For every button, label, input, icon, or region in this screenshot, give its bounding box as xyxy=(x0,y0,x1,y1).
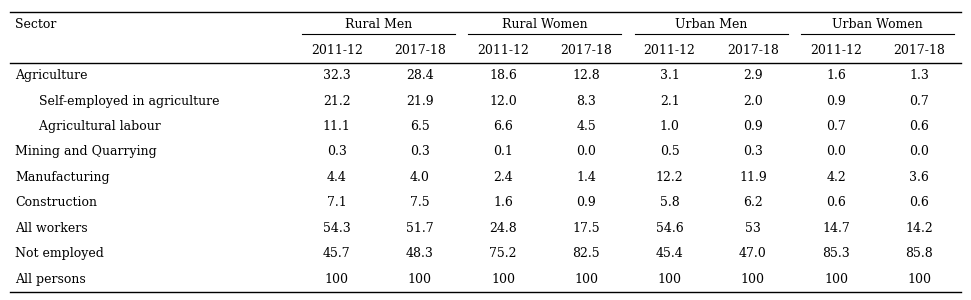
Text: 2017-18: 2017-18 xyxy=(394,44,446,57)
Text: 8.3: 8.3 xyxy=(577,94,596,108)
Text: 3.6: 3.6 xyxy=(910,171,929,184)
Text: 11.9: 11.9 xyxy=(739,171,767,184)
Text: 0.1: 0.1 xyxy=(493,146,513,158)
Text: Self-employed in agriculture: Self-employed in agriculture xyxy=(15,94,219,108)
Text: 45.7: 45.7 xyxy=(322,247,351,260)
Text: Not employed: Not employed xyxy=(15,247,104,260)
Text: 7.5: 7.5 xyxy=(410,196,430,209)
Text: 100: 100 xyxy=(408,273,432,286)
Text: Construction: Construction xyxy=(15,196,97,209)
Text: Manufacturing: Manufacturing xyxy=(15,171,110,184)
Text: 100: 100 xyxy=(741,273,765,286)
Text: 0.3: 0.3 xyxy=(410,146,430,158)
Text: 45.4: 45.4 xyxy=(655,247,684,260)
Text: 14.2: 14.2 xyxy=(906,222,933,235)
Text: Mining and Quarrying: Mining and Quarrying xyxy=(15,146,156,158)
Text: 0.0: 0.0 xyxy=(910,146,929,158)
Text: Rural Women: Rural Women xyxy=(502,18,587,31)
Text: 100: 100 xyxy=(575,273,598,286)
Text: 0.6: 0.6 xyxy=(910,120,929,133)
Text: 2.4: 2.4 xyxy=(493,171,513,184)
Text: 24.8: 24.8 xyxy=(489,222,517,235)
Text: 0.9: 0.9 xyxy=(826,94,846,108)
Text: 17.5: 17.5 xyxy=(573,222,600,235)
Text: 18.6: 18.6 xyxy=(489,69,518,82)
Text: 0.7: 0.7 xyxy=(910,94,929,108)
Text: 12.2: 12.2 xyxy=(655,171,684,184)
Text: 28.4: 28.4 xyxy=(406,69,434,82)
Text: 2011-12: 2011-12 xyxy=(644,44,695,57)
Text: 32.3: 32.3 xyxy=(322,69,351,82)
Text: 2011-12: 2011-12 xyxy=(311,44,362,57)
Text: 2017-18: 2017-18 xyxy=(727,44,779,57)
Text: 4.2: 4.2 xyxy=(826,171,846,184)
Text: 0.3: 0.3 xyxy=(326,146,347,158)
Text: 53: 53 xyxy=(745,222,761,235)
Text: All workers: All workers xyxy=(15,222,87,235)
Text: Urban Men: Urban Men xyxy=(675,18,748,31)
Text: 2017-18: 2017-18 xyxy=(560,44,613,57)
Text: 100: 100 xyxy=(324,273,349,286)
Text: 85.8: 85.8 xyxy=(906,247,933,260)
Text: 2011-12: 2011-12 xyxy=(810,44,862,57)
Text: 7.1: 7.1 xyxy=(327,196,347,209)
Text: 0.3: 0.3 xyxy=(743,146,763,158)
Text: 6.2: 6.2 xyxy=(743,196,763,209)
Text: 100: 100 xyxy=(657,273,682,286)
Text: 4.4: 4.4 xyxy=(326,171,347,184)
Text: Sector: Sector xyxy=(15,18,56,31)
Text: 1.6: 1.6 xyxy=(826,69,846,82)
Text: 100: 100 xyxy=(824,273,848,286)
Text: Agricultural labour: Agricultural labour xyxy=(15,120,161,133)
Text: 2.0: 2.0 xyxy=(743,94,763,108)
Text: All persons: All persons xyxy=(15,273,85,286)
Text: 100: 100 xyxy=(907,273,931,286)
Text: 51.7: 51.7 xyxy=(406,222,434,235)
Text: 2.1: 2.1 xyxy=(659,94,680,108)
Text: 75.2: 75.2 xyxy=(489,247,517,260)
Text: 2.9: 2.9 xyxy=(743,69,762,82)
Text: 0.9: 0.9 xyxy=(743,120,763,133)
Text: 0.6: 0.6 xyxy=(910,196,929,209)
Text: 0.5: 0.5 xyxy=(659,146,680,158)
Text: Urban Women: Urban Women xyxy=(832,18,923,31)
Text: 47.0: 47.0 xyxy=(739,247,767,260)
Text: 5.8: 5.8 xyxy=(659,196,680,209)
Text: 54.6: 54.6 xyxy=(655,222,684,235)
Text: 85.3: 85.3 xyxy=(822,247,850,260)
Text: 82.5: 82.5 xyxy=(573,247,600,260)
Text: 0.6: 0.6 xyxy=(826,196,846,209)
Text: 0.0: 0.0 xyxy=(577,146,596,158)
Text: Agriculture: Agriculture xyxy=(15,69,87,82)
Text: 100: 100 xyxy=(491,273,516,286)
Text: 1.3: 1.3 xyxy=(910,69,929,82)
Text: 6.6: 6.6 xyxy=(493,120,513,133)
Text: 12.8: 12.8 xyxy=(573,69,600,82)
Text: Rural Men: Rural Men xyxy=(345,18,412,31)
Text: 48.3: 48.3 xyxy=(406,247,434,260)
Text: 1.0: 1.0 xyxy=(659,120,680,133)
Text: 2017-18: 2017-18 xyxy=(893,44,946,57)
Text: 3.1: 3.1 xyxy=(659,69,680,82)
Text: 6.5: 6.5 xyxy=(410,120,430,133)
Text: 11.1: 11.1 xyxy=(322,120,351,133)
Text: 1.4: 1.4 xyxy=(577,171,596,184)
Text: 12.0: 12.0 xyxy=(489,94,517,108)
Text: 2011-12: 2011-12 xyxy=(477,44,529,57)
Text: 0.0: 0.0 xyxy=(826,146,846,158)
Text: 21.2: 21.2 xyxy=(322,94,351,108)
Text: 0.7: 0.7 xyxy=(826,120,846,133)
Text: 0.9: 0.9 xyxy=(577,196,596,209)
Text: 1.6: 1.6 xyxy=(493,196,513,209)
Text: 21.9: 21.9 xyxy=(406,94,434,108)
Text: 4.5: 4.5 xyxy=(577,120,596,133)
Text: 14.7: 14.7 xyxy=(822,222,850,235)
Text: 4.0: 4.0 xyxy=(410,171,430,184)
Text: 54.3: 54.3 xyxy=(322,222,351,235)
